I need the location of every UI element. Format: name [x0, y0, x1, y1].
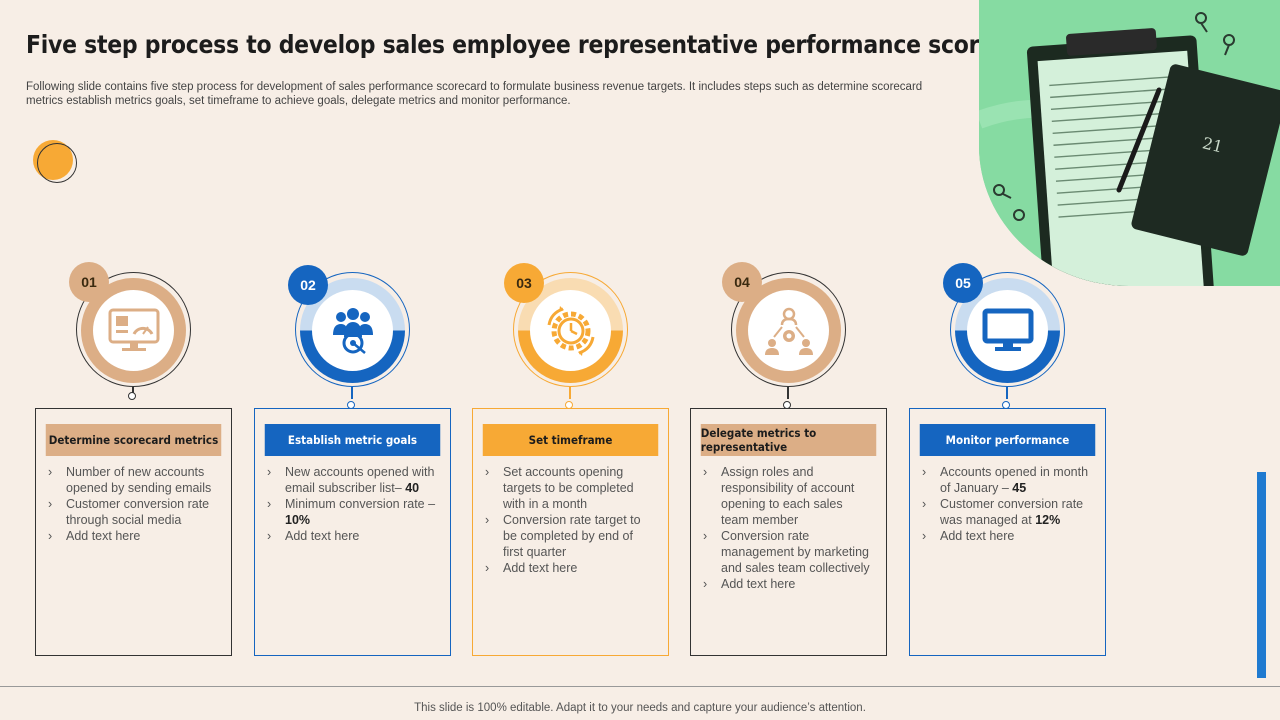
step-2-ring	[295, 272, 410, 387]
step-5-stem	[1006, 387, 1008, 399]
list-item: Conversion rate management by marketing …	[703, 528, 872, 576]
step-5-list: Accounts opened in month of January – 45…	[910, 464, 1105, 544]
step-4-heading: Delegate metrics to representative	[700, 424, 877, 456]
step-4-number: 04	[734, 274, 750, 290]
step-2-number: 02	[300, 277, 316, 293]
list-item: Accounts opened in month of January – 45	[922, 464, 1091, 496]
step-3-badge: 03	[504, 263, 544, 303]
list-item: Customer conversion rate through social …	[48, 496, 217, 528]
step-4-stem	[787, 387, 789, 399]
decorative-side-bar	[1257, 472, 1266, 678]
notebook-number: 21	[1201, 133, 1225, 156]
list-item: Add text here	[48, 528, 217, 544]
clipboard-photo: 21	[979, 0, 1280, 286]
step-2-badge: 02	[288, 265, 328, 305]
step-3-list: Set accounts opening targets to be compl…	[473, 464, 668, 576]
list-item: Customer conversion rate was managed at …	[922, 496, 1091, 528]
footer-divider	[0, 686, 1280, 687]
slide-subtitle: Following slide contains five step proce…	[26, 81, 923, 107]
step-3-number: 03	[516, 275, 532, 291]
list-item: Add text here	[267, 528, 436, 544]
step-1-number: 01	[81, 274, 97, 290]
step-2-card: Establish metric goals New accounts open…	[254, 408, 451, 656]
list-item: New accounts opened with email subscribe…	[267, 464, 436, 496]
step-2-list: New accounts opened with email subscribe…	[255, 464, 450, 544]
list-item: Set accounts opening targets to be compl…	[485, 464, 654, 512]
dashboard-monitor-icon	[108, 308, 159, 351]
step-1-heading: Determine scorecard metrics	[45, 424, 222, 456]
step-1-ring	[76, 272, 191, 387]
step-4-ring	[731, 272, 846, 387]
step-4-card: Delegate metrics to representative Assig…	[690, 408, 887, 656]
step-1-card: Determine scorecard metrics Number of ne…	[35, 408, 232, 656]
step-1-badge: 01	[69, 262, 109, 302]
step-5-badge: 05	[943, 263, 983, 303]
step-3-card: Set timeframe Set accounts opening targe…	[472, 408, 669, 656]
step-2-stem	[351, 387, 353, 399]
team-target-icon	[332, 307, 373, 354]
list-item: Minimum conversion rate – 10%	[267, 496, 436, 528]
step-5-icon-holder	[967, 290, 1048, 371]
step-2-icon-holder	[312, 290, 393, 371]
step-3-icon-holder	[530, 290, 611, 371]
footer-note: This slide is 100% editable. Adapt it to…	[414, 702, 866, 714]
list-item: Add text here	[703, 576, 872, 592]
step-3-ring	[513, 272, 628, 387]
step-4-badge: 04	[722, 262, 762, 302]
step-3-disc	[518, 278, 623, 383]
step-4-list: Assign roles and responsibility of accou…	[691, 464, 886, 592]
list-item: Assign roles and responsibility of accou…	[703, 464, 872, 528]
step-5-ring	[950, 272, 1065, 387]
step-5-card: Monitor performance Accounts opened in m…	[909, 408, 1106, 656]
slide-title: Five step process to develop sales emplo…	[26, 30, 1048, 59]
step-1-knob	[128, 392, 136, 400]
decorative-ring	[37, 143, 77, 183]
step-1-disc	[81, 278, 186, 383]
monitor-icon	[982, 308, 1033, 351]
step-4-disc	[736, 278, 841, 383]
step-3-heading: Set timeframe	[482, 424, 659, 456]
step-3-stem	[569, 387, 571, 399]
step-1-list: Number of new accounts opened by sending…	[36, 464, 231, 544]
step-2-heading: Establish metric goals	[264, 424, 441, 456]
list-item: Add text here	[922, 528, 1091, 544]
people-gear-icon	[764, 307, 813, 355]
clock-gear-icon	[547, 305, 594, 356]
step-1-icon-holder	[93, 290, 174, 371]
step-5-heading: Monitor performance	[919, 424, 1096, 456]
step-4-icon-holder	[748, 290, 829, 371]
list-item: Conversion rate target to be completed b…	[485, 512, 654, 560]
list-item: Add text here	[485, 560, 654, 576]
step-2-disc	[300, 278, 405, 383]
step-5-number: 05	[955, 275, 971, 291]
list-item: Number of new accounts opened by sending…	[48, 464, 217, 496]
step-5-disc	[955, 278, 1060, 383]
